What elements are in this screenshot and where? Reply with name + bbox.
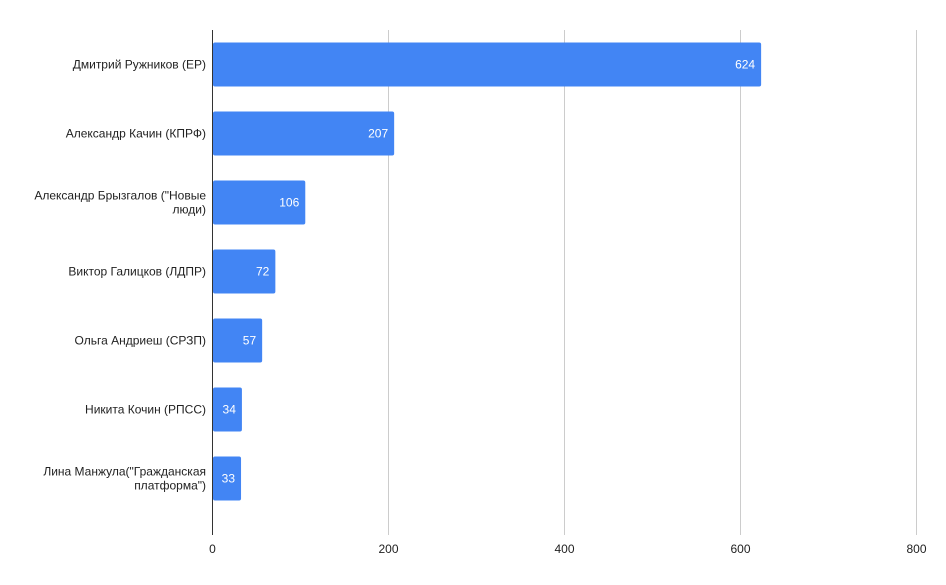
x-tick-label: 600	[730, 542, 750, 556]
bar	[213, 42, 762, 87]
bar	[213, 111, 395, 156]
bar-layer	[213, 42, 762, 501]
data-label: 106	[279, 196, 299, 210]
x-tick-label: 0	[209, 542, 216, 556]
data-label: 72	[256, 265, 270, 279]
category-label: Лина Манжула("Гражданская платформа")	[43, 465, 206, 493]
data-label: 624	[735, 58, 755, 72]
data-label: 34	[223, 403, 237, 417]
bar	[213, 456, 242, 501]
category-label: Александр Брызгалов ("Новые люди)	[34, 189, 206, 217]
category-label: Никита Кочин (РПСС)	[85, 403, 206, 417]
bar	[213, 249, 276, 294]
bar	[213, 318, 263, 363]
category-label: Александр Качин (КПРФ)	[66, 127, 206, 141]
x-tick-label: 200	[378, 542, 398, 556]
data-label: 57	[243, 334, 257, 348]
bar	[213, 180, 306, 225]
label-layer: 0 200 400 600 800 624 Дмитрий Ружников (ЕР) 207…	[34, 58, 926, 557]
category-label: Дмитрий Ружников (ЕР)	[73, 58, 206, 72]
data-label: 33	[222, 472, 236, 486]
data-label: 207	[368, 127, 388, 141]
category-label: Виктор Галицков (ЛДПР)	[68, 265, 206, 279]
grid-layer	[388, 30, 917, 535]
category-label: Ольга Андриеш (СРЗП)	[75, 334, 207, 348]
x-tick-label: 400	[554, 542, 574, 556]
x-tick-label: 800	[906, 542, 926, 556]
bar	[213, 387, 242, 432]
